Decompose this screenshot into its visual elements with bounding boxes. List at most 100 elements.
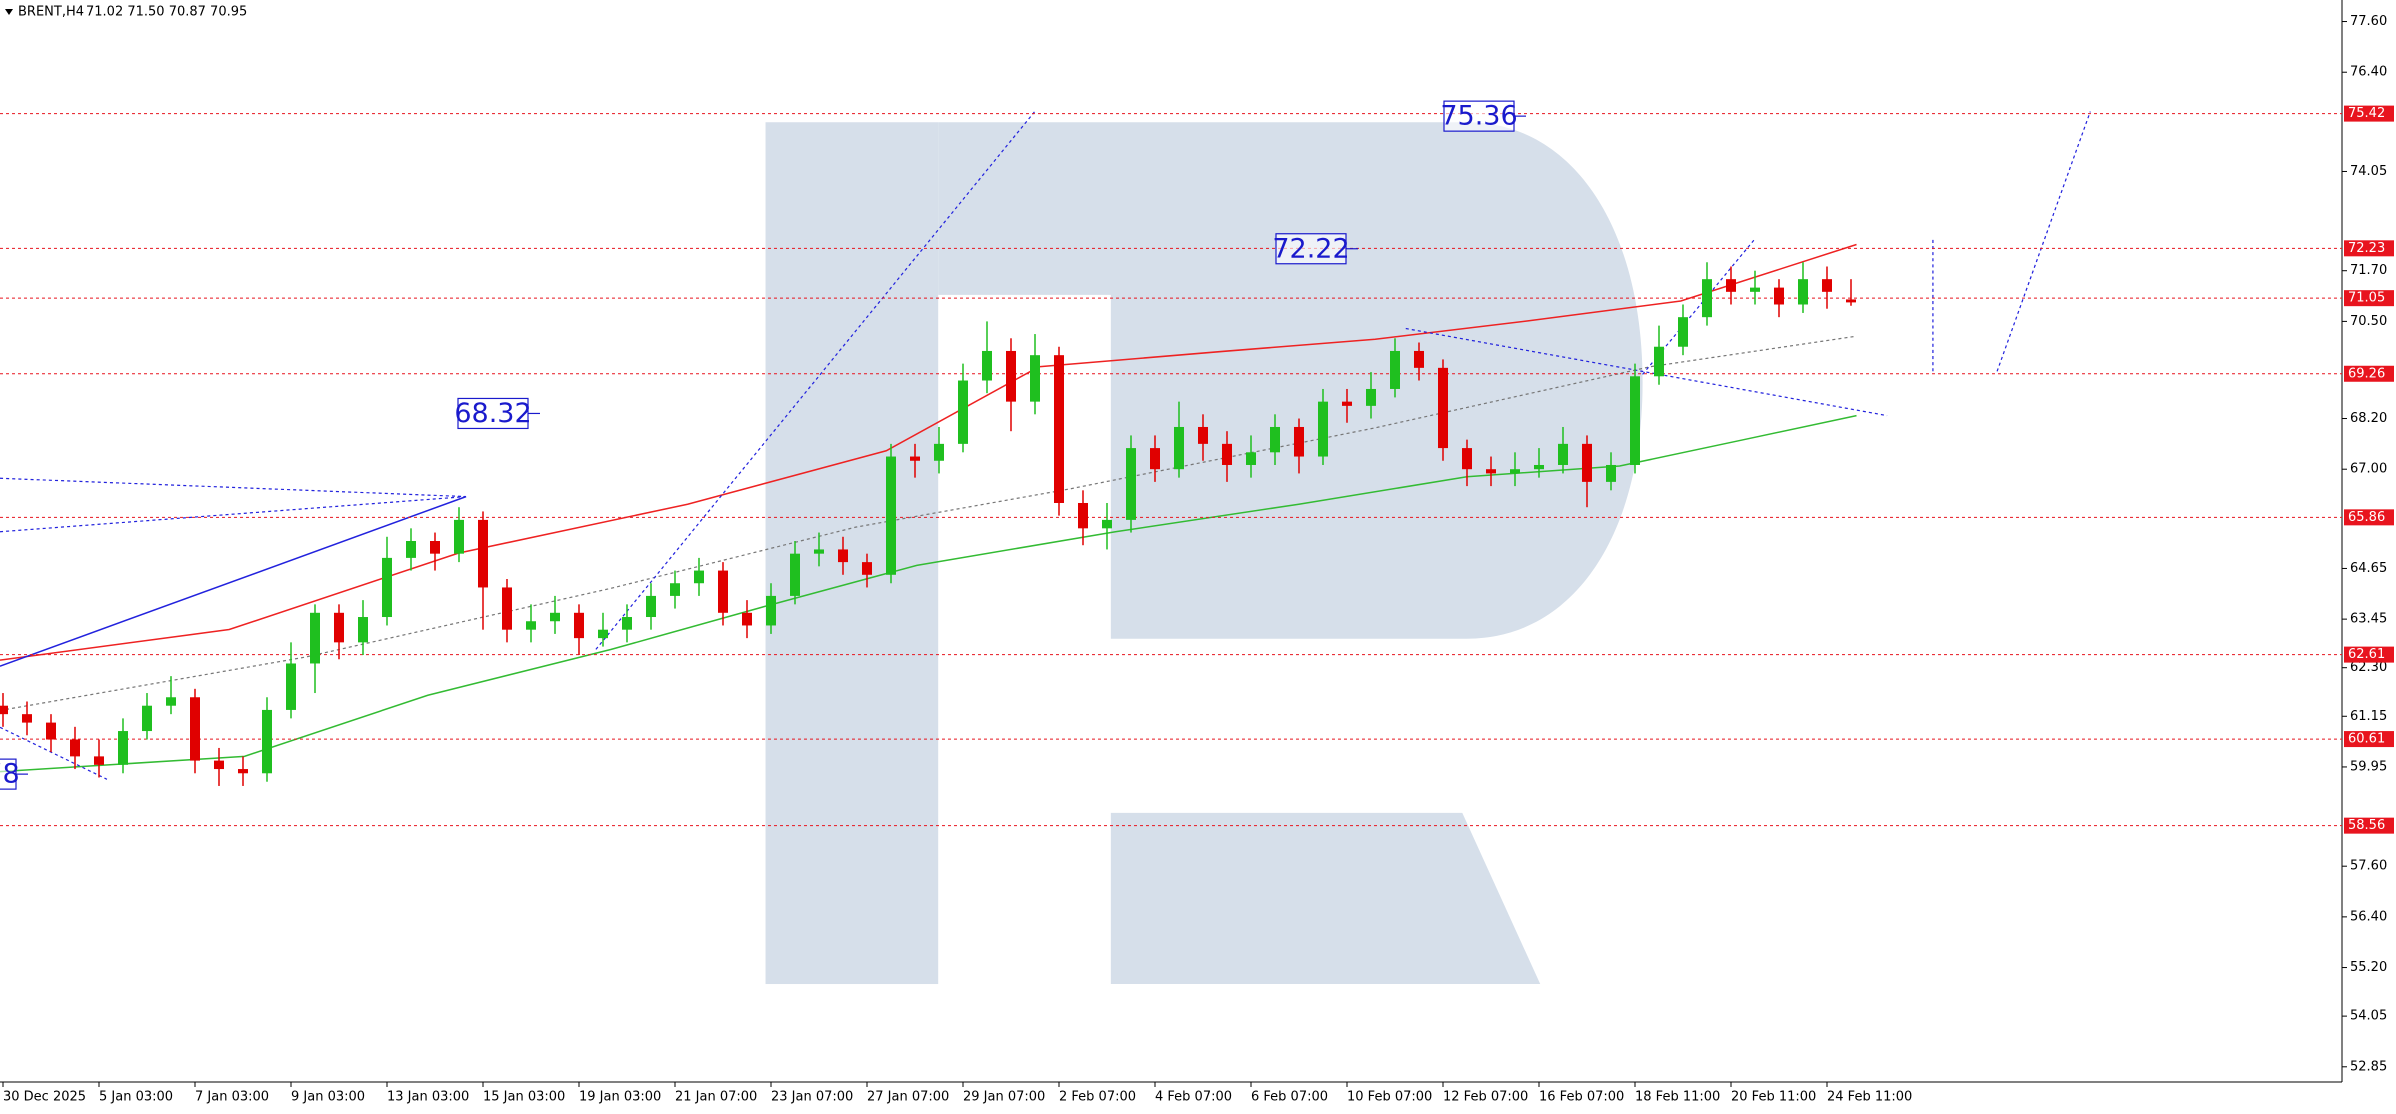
level-label-box [2344,646,2394,663]
candle-body [1678,317,1688,347]
y-tick-label: 62.30 [2350,660,2387,675]
candle-body [886,456,896,575]
candle-body [190,697,200,761]
level-label: 62.61 [2348,647,2385,662]
y-tick-label: 71.70 [2350,263,2387,278]
candle-body [1702,279,1712,318]
x-tick-label: 13 Jan 03:00 [387,1090,469,1105]
level-label: 72.23 [2348,241,2385,256]
candle-body [334,612,344,643]
candle-body [766,595,776,626]
candle-body [0,705,8,715]
candle-body [70,739,80,757]
level-label-box [2344,365,2394,382]
x-tick-label: 2 Feb 07:00 [1059,1090,1136,1105]
candle-body [622,617,632,630]
candle-body [406,541,416,558]
candle-body [1438,367,1448,449]
trend-line [0,477,467,498]
y-tick-label: 64.65 [2350,561,2387,576]
candle-body [1006,350,1016,402]
level-label-box [2344,240,2394,257]
x-tick-label: 4 Feb 07:00 [1155,1090,1232,1105]
candle-body [142,705,152,732]
y-tick-label: 67.00 [2350,462,2387,477]
candle-body [1606,464,1616,482]
x-tick-label: 12 Feb 07:00 [1443,1090,1528,1105]
level-label-box [2344,290,2394,307]
candle-body [1366,388,1376,406]
candle-body [382,557,392,618]
level-label: 69.26 [2348,366,2385,381]
x-tick-label: 29 Jan 07:00 [963,1090,1045,1105]
trend-line [0,495,467,667]
candle-body [430,541,440,554]
y-tick-label: 61.15 [2350,709,2387,724]
logo-leg [1110,812,1541,985]
x-tick-label: 18 Feb 11:00 [1635,1090,1720,1105]
candle-body [1822,279,1832,292]
candle-body [118,731,128,765]
candle-body [718,570,728,613]
candle-body [238,769,248,774]
candle-body [790,553,800,596]
level-label: 71.05 [2348,291,2385,306]
candle-body [1126,448,1136,520]
candle-body [46,722,56,740]
candle-body [1774,287,1784,305]
y-tick-label: 70.50 [2350,314,2387,329]
annotation-label: 72.22 [1272,233,1349,264]
forecast-line [1405,327,1888,417]
level-label-box [2344,731,2394,748]
x-tick-label: 10 Feb 07:00 [1347,1090,1432,1105]
level-label: 65.86 [2348,510,2385,525]
y-tick-label: 63.45 [2350,612,2387,627]
x-tick-label: 20 Feb 11:00 [1731,1090,1816,1105]
y-tick-label: 76.40 [2350,65,2387,80]
candle-body [838,549,848,563]
trend-line [0,726,108,780]
x-tick-label: 21 Jan 07:00 [675,1090,757,1105]
y-tick-label: 57.60 [2350,859,2387,874]
annotation-box [1443,100,1515,132]
x-tick-label: 23 Jan 07:00 [771,1090,853,1105]
candle-body [526,621,536,630]
candle-body [1102,519,1112,529]
y-tick-label: 52.85 [2350,1059,2387,1074]
menu-arrow[interactable] [5,9,13,15]
annotation-label: 68.32 [454,398,531,429]
candle-body [94,756,104,765]
candle-body [862,562,872,575]
candle-body [1630,376,1640,465]
y-tick-label: 68.20 [2350,411,2387,426]
trend-line [0,495,467,533]
candle-body [1726,279,1736,292]
candle-body [550,612,560,622]
x-tick-label: 16 Feb 07:00 [1539,1090,1624,1105]
candle-body [742,612,752,626]
level-label-box [2344,817,2394,834]
y-tick-label: 55.20 [2350,960,2387,975]
x-tick-label: 5 Jan 03:00 [99,1090,173,1105]
candle-body [1582,443,1592,482]
candle-body [454,519,464,554]
logo-bowl [938,122,1643,639]
x-tick-label: 30 Dec 2025 [3,1090,86,1105]
candle-body [910,456,920,461]
candle-body [934,443,944,461]
symbol-title: BRENT,H4 [18,5,84,20]
candle-body [1174,426,1184,470]
x-tick-label: 19 Jan 03:00 [579,1090,661,1105]
candle-body [166,697,176,706]
x-tick-label: 27 Jan 07:00 [867,1090,949,1105]
y-tick-label: 74.05 [2350,164,2387,179]
candle-body [1510,469,1520,474]
candle-body [1246,452,1256,465]
level-label: 60.61 [2348,732,2385,747]
candle-body [982,350,992,381]
y-tick-label: 56.40 [2350,909,2387,924]
candle-body [22,714,32,723]
candle-body [598,629,608,639]
